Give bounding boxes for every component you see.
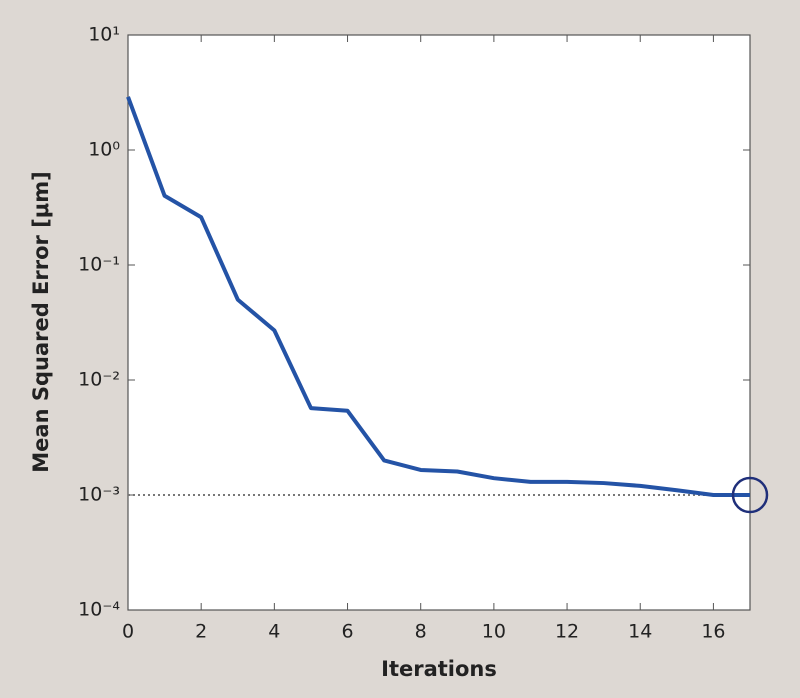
x-tick-label: 8	[415, 621, 427, 643]
x-axis-label: Iterations	[381, 657, 497, 681]
y-tick-label: 10⁻²	[78, 369, 120, 391]
x-tick-label: 16	[701, 621, 725, 643]
plot-area	[127, 34, 751, 611]
y-axis-label: Mean Squared Error [μm]	[29, 171, 53, 472]
y-tick-label: 10⁰	[88, 139, 120, 161]
y-tick-label: 10⁻¹	[78, 254, 120, 276]
x-tick-label: 10	[482, 621, 506, 643]
y-tick-label: 10⁻⁴	[78, 599, 120, 621]
y-tick-label: 10⁻³	[78, 484, 120, 506]
x-tick-label: 6	[341, 621, 353, 643]
x-tick-label: 4	[268, 621, 280, 643]
x-tick-label: 2	[195, 621, 207, 643]
x-tick-label: 12	[555, 621, 579, 643]
y-tick-label: 10¹	[88, 24, 120, 46]
x-tick-label: 0	[122, 621, 134, 643]
x-tick-label: 14	[628, 621, 652, 643]
data-line	[126, 96, 750, 497]
highlight-circle	[731, 476, 769, 514]
